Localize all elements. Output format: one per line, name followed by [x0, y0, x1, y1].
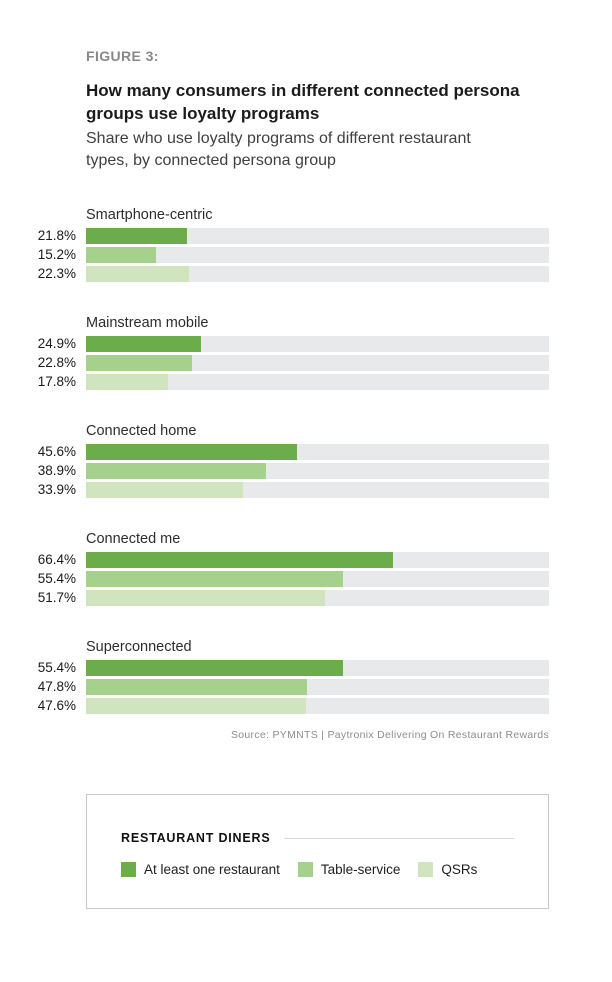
legend-item-label: At least one restaurant: [144, 862, 280, 877]
legend-swatch: [121, 862, 136, 877]
bar-track: [86, 266, 549, 282]
bar-row: 45.6%: [20, 444, 612, 460]
persona-group: Smartphone-centric 21.8% 15.2% 22.3%: [20, 207, 612, 282]
bar-value-label: 24.9%: [37, 336, 76, 351]
bar-value-label: 55.4%: [37, 660, 76, 675]
legend-title: RESTAURANT DINERS: [121, 831, 271, 845]
bar-track: [86, 228, 549, 244]
figure-label: FIGURE 3:: [86, 48, 159, 64]
bar-track: [86, 660, 549, 676]
legend-item-label: QSRs: [441, 862, 478, 877]
legend-box: RESTAURANT DINERS At least one restauran…: [86, 794, 549, 909]
bar-value-label: 45.6%: [37, 444, 76, 459]
bar-row: 24.9%: [20, 336, 612, 352]
figure-header: FIGURE 3: How many consumers in differen…: [86, 0, 564, 172]
legend-swatch: [297, 862, 313, 877]
bar-fill: [86, 355, 192, 371]
bar-fill: [86, 660, 343, 676]
group-rows: 24.9% 22.8% 17.8%: [20, 336, 612, 390]
bar-value-label: 47.8%: [37, 679, 76, 694]
group-label: Mainstream mobile: [86, 315, 209, 331]
chart-groups: Smartphone-centric 21.8% 15.2% 22.3% Mai…: [20, 207, 612, 714]
bar-track: [86, 355, 549, 371]
source-credit: Source: PYMNTS | Paytronix Delivering On…: [230, 729, 549, 741]
bar-value-label: 17.8%: [37, 374, 76, 389]
bar-track: [86, 247, 549, 263]
persona-group: Connected home 45.6% 38.9% 33.9%: [20, 423, 612, 498]
group-label: Smartphone-centric: [86, 207, 213, 223]
legend-item: QSRs: [418, 862, 477, 877]
bar-track: [86, 482, 549, 498]
bar-row: 55.4%: [20, 571, 612, 587]
bar-track: [86, 571, 549, 587]
bar-row: 22.8%: [20, 355, 612, 371]
bar-row: 38.9%: [20, 463, 612, 479]
bar-fill: [86, 336, 202, 352]
bar-row: 21.8%: [20, 228, 612, 244]
bar-row: 33.9%: [20, 482, 612, 498]
persona-group: Superconnected 55.4% 47.8% 47.6%: [20, 639, 612, 714]
bar-fill: [86, 552, 394, 568]
bar-track: [86, 374, 549, 390]
chart-title: How many consumers in different connecte…: [86, 81, 520, 123]
bar-fill: [86, 679, 308, 695]
bar-fill: [86, 482, 243, 498]
chart-subtitle: Share who use loyalty programs of differ…: [86, 130, 471, 169]
bar-value-label: 22.3%: [37, 266, 76, 281]
bar-fill: [86, 463, 267, 479]
bar-row: 17.8%: [20, 374, 612, 390]
bar-value-label: 22.8%: [37, 355, 76, 370]
bar-value-label: 33.9%: [37, 482, 76, 497]
bar-track: [86, 336, 549, 352]
bar-fill: [86, 266, 190, 282]
bar-fill: [86, 228, 187, 244]
bar-value-label: 55.4%: [37, 571, 76, 586]
group-rows: 45.6% 38.9% 33.9%: [20, 444, 612, 498]
bar-fill: [86, 698, 307, 714]
bar-track: [86, 552, 549, 568]
bar-track: [86, 590, 549, 606]
legend-item-label: Table-service: [320, 862, 401, 877]
group-rows: 21.8% 15.2% 22.3%: [20, 228, 612, 282]
legend-header: RESTAURANT DINERS: [121, 831, 514, 845]
bar-fill: [86, 571, 343, 587]
group-label: Superconnected: [86, 639, 192, 655]
bar-track: [86, 463, 549, 479]
bar-track: [86, 444, 549, 460]
bar-fill: [86, 444, 298, 460]
bar-track: [86, 679, 549, 695]
bar-value-label: 51.7%: [37, 590, 76, 605]
bar-value-label: 15.2%: [37, 247, 76, 262]
bar-row: 22.3%: [20, 266, 612, 282]
bar-value-label: 21.8%: [37, 228, 76, 243]
bar-row: 47.6%: [20, 698, 612, 714]
bar-fill: [86, 247, 157, 263]
persona-group: Connected me 66.4% 55.4% 51.7%: [20, 531, 612, 606]
bar-row: 51.7%: [20, 590, 612, 606]
legend-divider-line: [284, 837, 514, 839]
bar-value-label: 38.9%: [37, 463, 76, 478]
bar-row: 66.4%: [20, 552, 612, 568]
legend-swatch: [418, 862, 434, 877]
bar-value-label: 66.4%: [37, 552, 76, 567]
group-rows: 66.4% 55.4% 51.7%: [20, 552, 612, 606]
legend-items: At least one restaurant Table-service QS…: [121, 862, 514, 877]
legend-item: Table-service: [297, 862, 401, 877]
group-rows: 55.4% 47.8% 47.6%: [20, 660, 612, 714]
bar-row: 47.8%: [20, 679, 612, 695]
bar-row: 15.2%: [20, 247, 612, 263]
persona-group: Mainstream mobile 24.9% 22.8% 17.8%: [20, 315, 612, 390]
bar-chart: Smartphone-centric 21.8% 15.2% 22.3% Mai…: [20, 207, 612, 714]
group-label: Connected home: [86, 423, 197, 439]
bar-value-label: 47.6%: [37, 698, 76, 713]
bar-fill: [86, 374, 169, 390]
bar-row: 55.4%: [20, 660, 612, 676]
bar-fill: [86, 590, 326, 606]
group-label: Connected me: [86, 531, 181, 547]
bar-track: [86, 698, 549, 714]
legend-item: At least one restaurant: [121, 862, 280, 877]
